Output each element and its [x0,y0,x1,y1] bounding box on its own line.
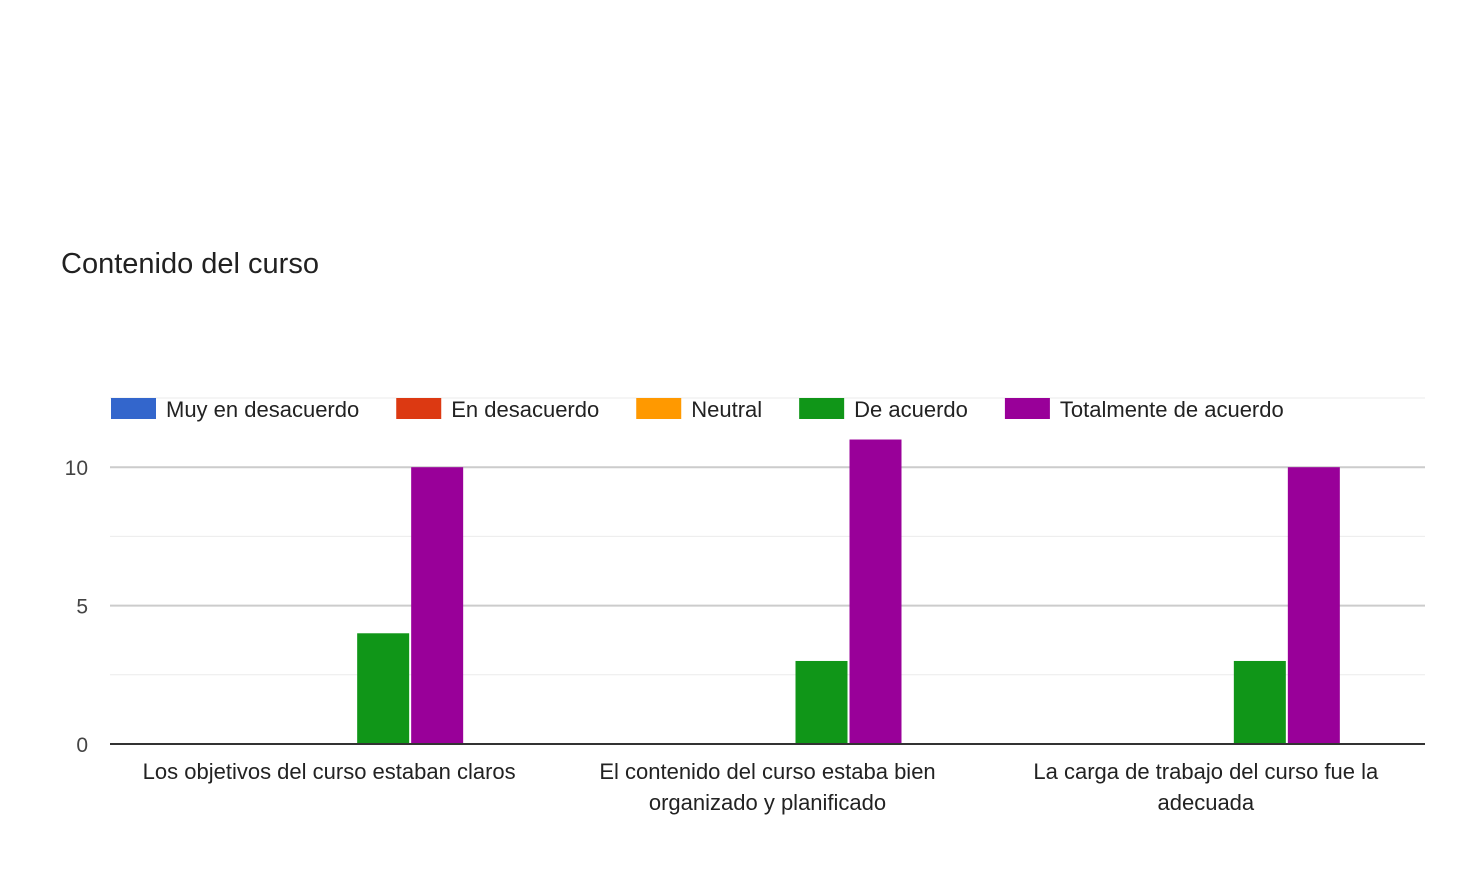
x-category-label: adecuada [1158,790,1255,815]
bar [849,439,902,744]
y-axis-ticks: 0 5 10 [65,457,88,757]
x-axis-category-labels: Los objetivos del curso estaban claros El… [143,759,1379,815]
chart-title: Contenido del curso [61,248,319,280]
bar [1287,467,1340,744]
bar [411,467,464,744]
legend-label: Muy en desacuerdo [166,397,359,422]
legend-swatch [799,398,845,419]
x-category-label: El contenido del curso estaba bien [599,759,935,784]
bars [357,439,1340,744]
y-tick-label: 0 [76,734,88,757]
legend-label: Neutral [691,397,762,422]
legend-swatch [396,398,442,419]
legend-swatch [636,398,682,419]
gridlines [110,397,1425,676]
x-category-label: La carga de trabajo del curso fue la [1033,759,1379,784]
x-category-label: organizado y planificado [649,790,886,815]
y-tick-label: 10 [65,457,88,480]
legend-swatch [111,398,156,419]
x-category-label: Los objetivos del curso estaban claros [143,759,516,784]
bar [795,660,848,744]
bar [1233,660,1286,744]
legend-swatch [1004,398,1050,419]
legend: Muy en desacuerdo En desacuerdo Neutral De … [111,397,1284,422]
y-tick-label: 5 [76,596,88,619]
legend-label: Totalmente de acuerdo [1060,397,1284,422]
legend-label: En desacuerdo [451,397,599,422]
bar [357,633,410,744]
legend-label: De acuerdo [854,397,968,422]
